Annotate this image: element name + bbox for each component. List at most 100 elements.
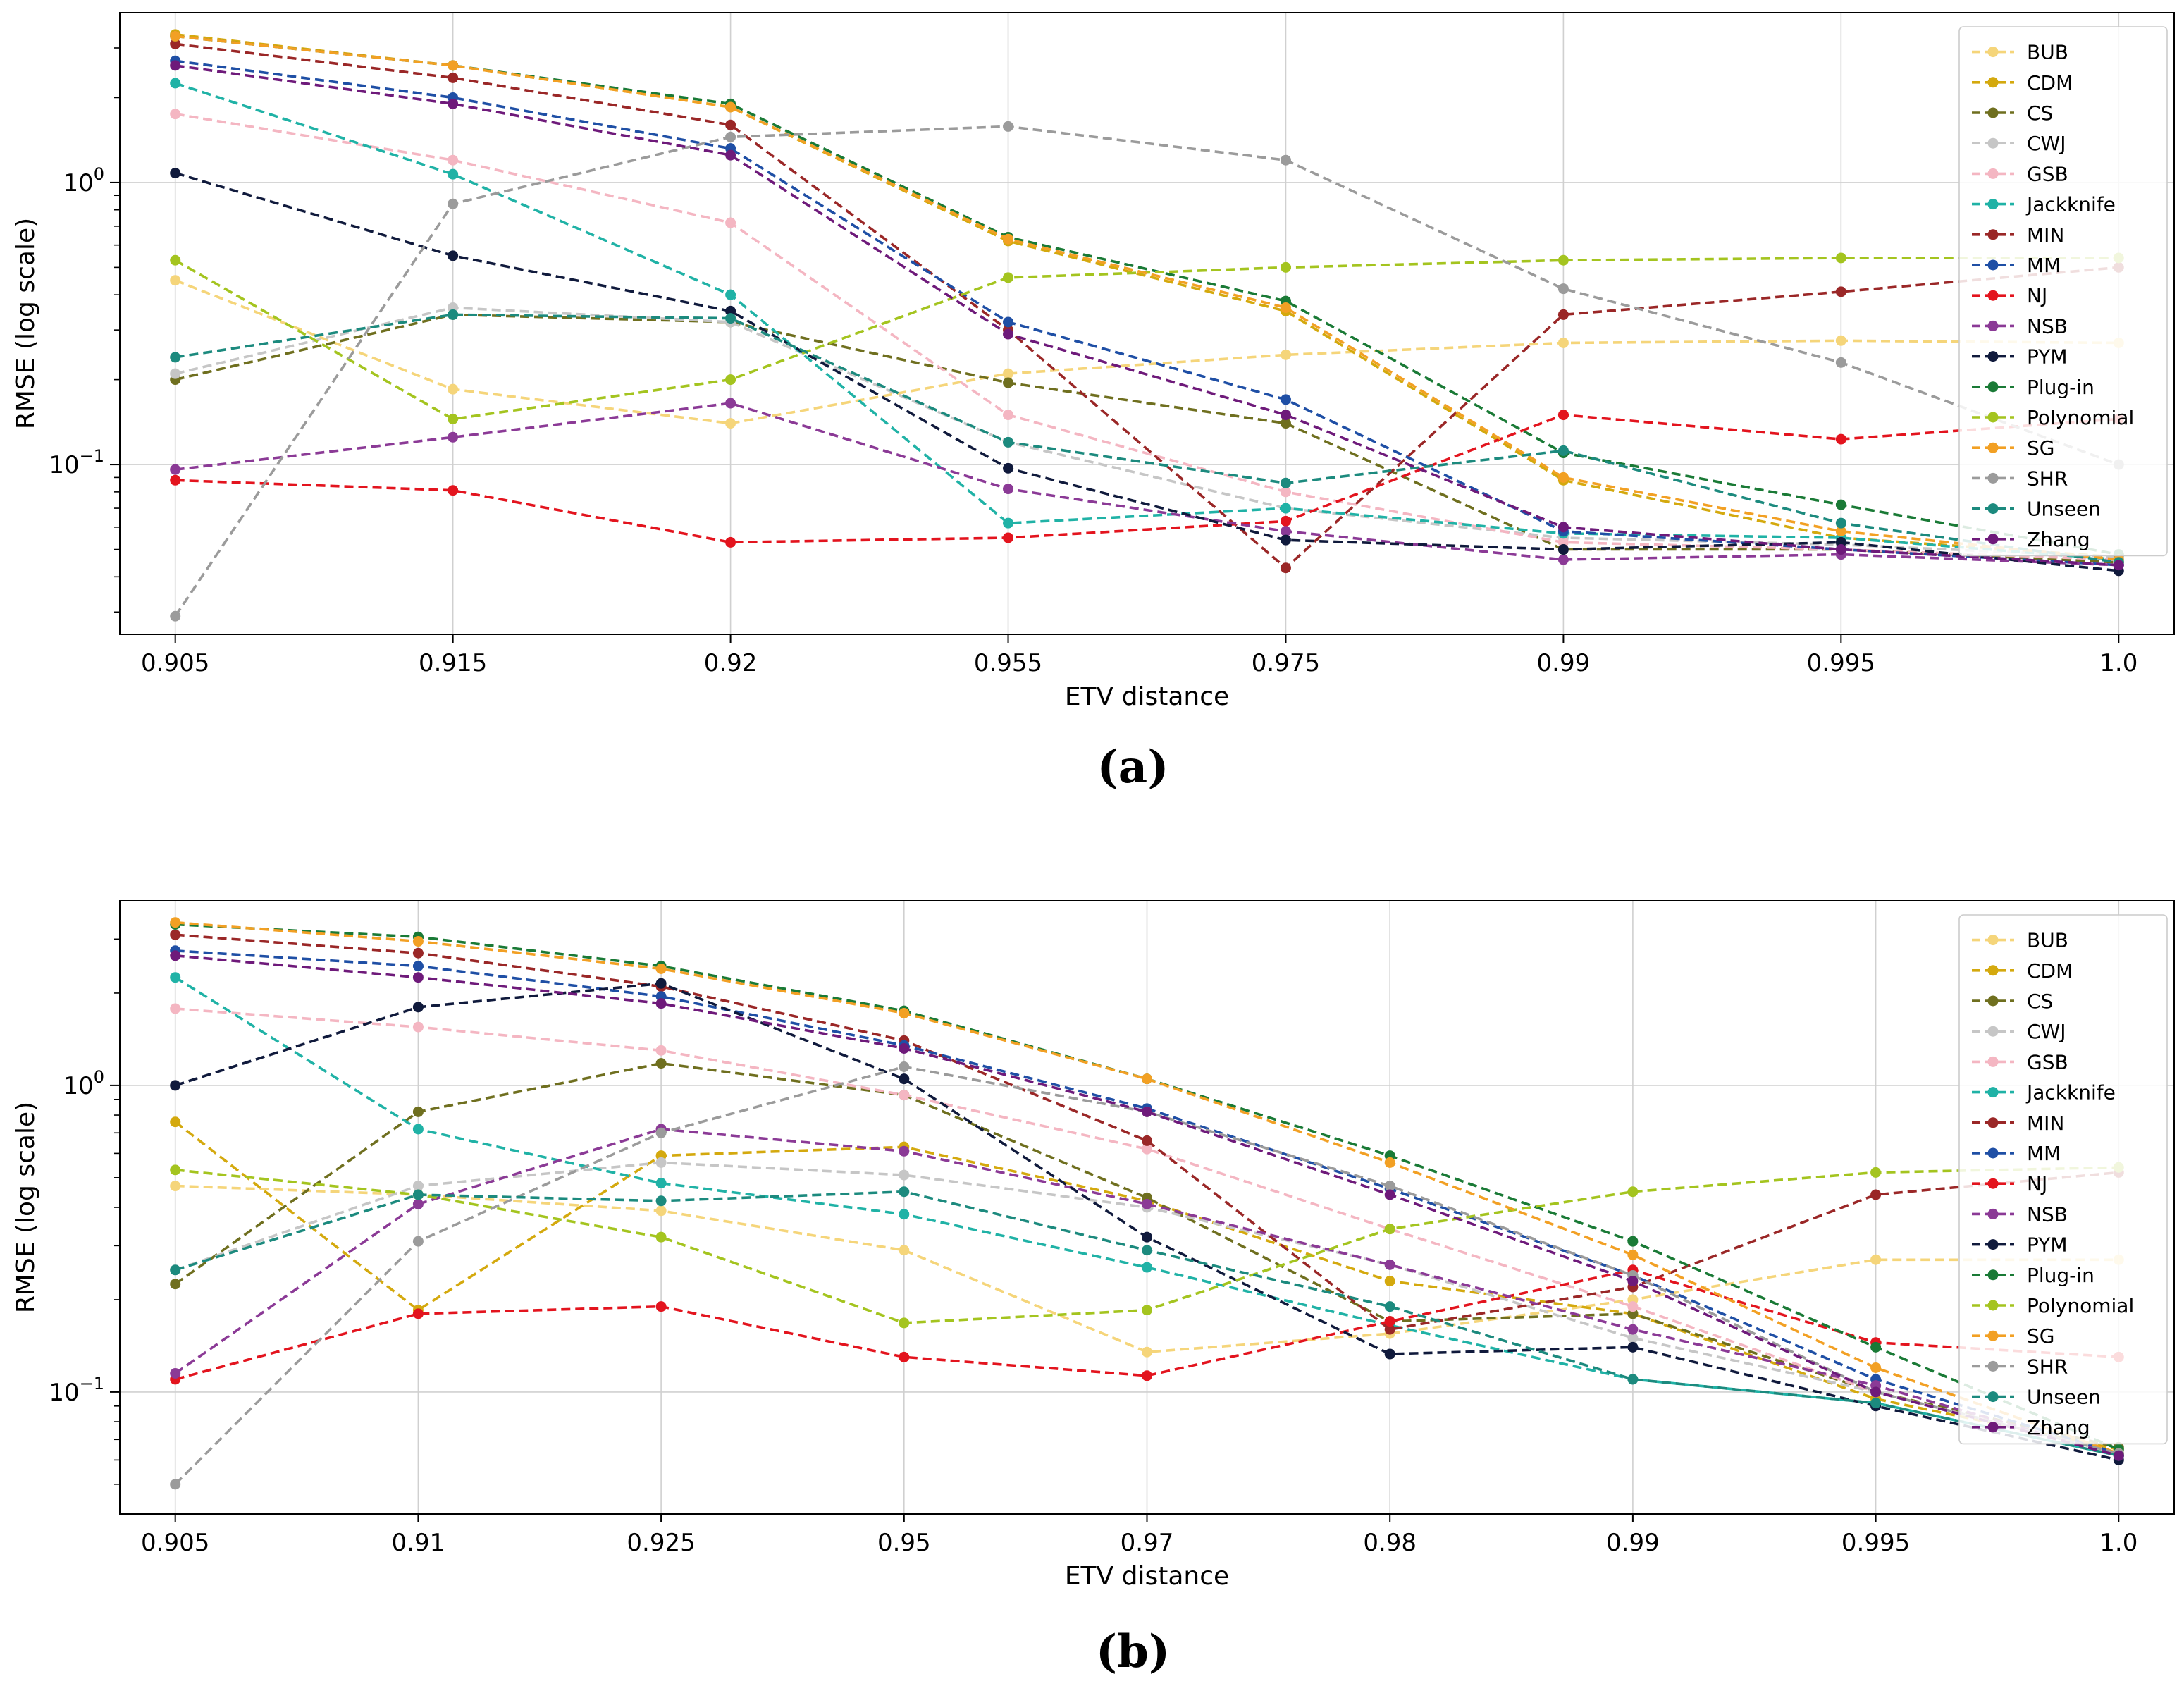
legend-label: MIN <box>2027 223 2064 247</box>
data-point <box>1003 436 1014 448</box>
data-point <box>1280 486 1291 498</box>
data-point <box>1003 121 1014 132</box>
legend-label: SG <box>2027 436 2054 460</box>
data-point <box>1870 1386 1882 1398</box>
legend: BUB CDM CS CWJ GSB Jackknife MIN MM NJ NSB PYM Plug… <box>1958 914 2168 1445</box>
data-point <box>1384 1301 1395 1312</box>
data-point <box>1384 1224 1395 1235</box>
data-point <box>655 1045 667 1056</box>
series-line-sg <box>175 35 2119 561</box>
data-point <box>1280 503 1291 514</box>
data-point <box>1627 1276 1639 1287</box>
data-point <box>1384 1276 1395 1287</box>
data-point <box>412 961 424 972</box>
data-point <box>899 1209 910 1220</box>
legend-label: NSB <box>2027 314 2068 338</box>
legend-label: MIN <box>2027 1112 2064 1135</box>
data-point <box>1835 252 1846 264</box>
data-point <box>1557 445 1569 456</box>
legend-swatch-marker <box>1987 965 1999 976</box>
data-point <box>899 1169 910 1181</box>
data-point <box>725 313 736 324</box>
legend-label: MM <box>2027 254 2061 277</box>
data-point <box>170 610 181 622</box>
data-point <box>170 254 181 266</box>
data-point <box>899 1186 910 1198</box>
legend-label: PYM <box>2027 345 2068 369</box>
data-point <box>1280 154 1291 166</box>
data-point <box>1142 1370 1152 1381</box>
x-tick-label: 0.97 <box>1121 1529 1174 1557</box>
legend-label: BUB <box>2027 929 2068 952</box>
legend-label: CS <box>2027 101 2053 125</box>
legend-swatch-marker <box>1987 229 1999 240</box>
series-line-bub <box>175 1184 2119 1354</box>
data-point <box>448 60 459 71</box>
data-point <box>1384 1259 1395 1270</box>
data-point <box>1142 1135 1152 1146</box>
legend-label: SG <box>2027 1324 2054 1348</box>
legend-swatch-marker <box>1987 1330 1999 1341</box>
y-tick-label: 10−1 <box>49 1374 104 1407</box>
data-point <box>1870 1341 1882 1353</box>
data-point <box>1835 357 1846 368</box>
data-point <box>448 431 459 443</box>
data-point <box>412 1189 424 1200</box>
y-tick-exponent: 0 <box>94 1067 104 1087</box>
data-point <box>1384 1348 1395 1360</box>
legend-swatch-marker <box>1987 1360 1999 1372</box>
data-point <box>655 1178 667 1189</box>
legend-swatch-marker <box>1987 1208 1999 1219</box>
data-point <box>1142 1143 1152 1155</box>
data-point <box>448 383 459 395</box>
legend-label: NJ <box>2027 284 2047 307</box>
legend-box <box>1958 26 2168 557</box>
data-point <box>1627 1249 1639 1260</box>
data-point <box>1142 1346 1152 1358</box>
x-tick-label: 0.91 <box>392 1529 445 1557</box>
data-point <box>170 1080 181 1091</box>
y-axis-label: RMSE (log scale) <box>11 218 40 429</box>
data-point <box>1142 1073 1152 1085</box>
data-point <box>655 1301 667 1312</box>
data-point <box>899 1042 910 1054</box>
data-point <box>1557 309 1569 320</box>
data-point <box>655 998 667 1009</box>
x-tick-label: 0.955 <box>974 649 1042 677</box>
legend-label: NSB <box>2027 1202 2068 1226</box>
data-point <box>1557 544 1569 555</box>
data-point <box>170 1479 181 1490</box>
legend-swatch-marker <box>1987 503 1999 515</box>
data-point <box>1280 394 1291 405</box>
data-point <box>725 131 736 142</box>
x-tick-label: 0.975 <box>1252 649 1320 677</box>
series-line-cwj <box>175 306 2119 559</box>
data-point <box>2113 1450 2124 1461</box>
legend-label: CS <box>2027 990 2053 1013</box>
legend-label: NJ <box>2027 1172 2047 1195</box>
data-point <box>1384 1324 1395 1335</box>
y-axis-label: RMSE (log scale) <box>11 1102 40 1313</box>
data-point <box>1384 1157 1395 1168</box>
data-point <box>1557 337 1569 348</box>
x-tick-label: 0.99 <box>1537 649 1591 677</box>
data-point <box>725 398 736 409</box>
legend-swatch-marker <box>1987 1422 1999 1433</box>
data-point <box>1627 1236 1639 1247</box>
data-point <box>899 1245 910 1256</box>
series-line-unseen <box>175 313 2119 564</box>
data-point <box>170 38 181 49</box>
data-point <box>1627 1301 1639 1312</box>
data-point <box>725 418 736 429</box>
data-point <box>1384 1189 1395 1200</box>
data-point <box>448 414 459 425</box>
legend-label: Unseen <box>2027 1386 2101 1409</box>
x-tick-label: 1.0 <box>2099 649 2137 677</box>
data-point <box>170 474 181 486</box>
data-point <box>448 485 459 496</box>
data-point <box>170 950 181 961</box>
data-point <box>1142 1198 1152 1209</box>
data-point <box>412 1106 424 1117</box>
data-point <box>1142 1305 1152 1316</box>
data-point <box>170 1279 181 1290</box>
